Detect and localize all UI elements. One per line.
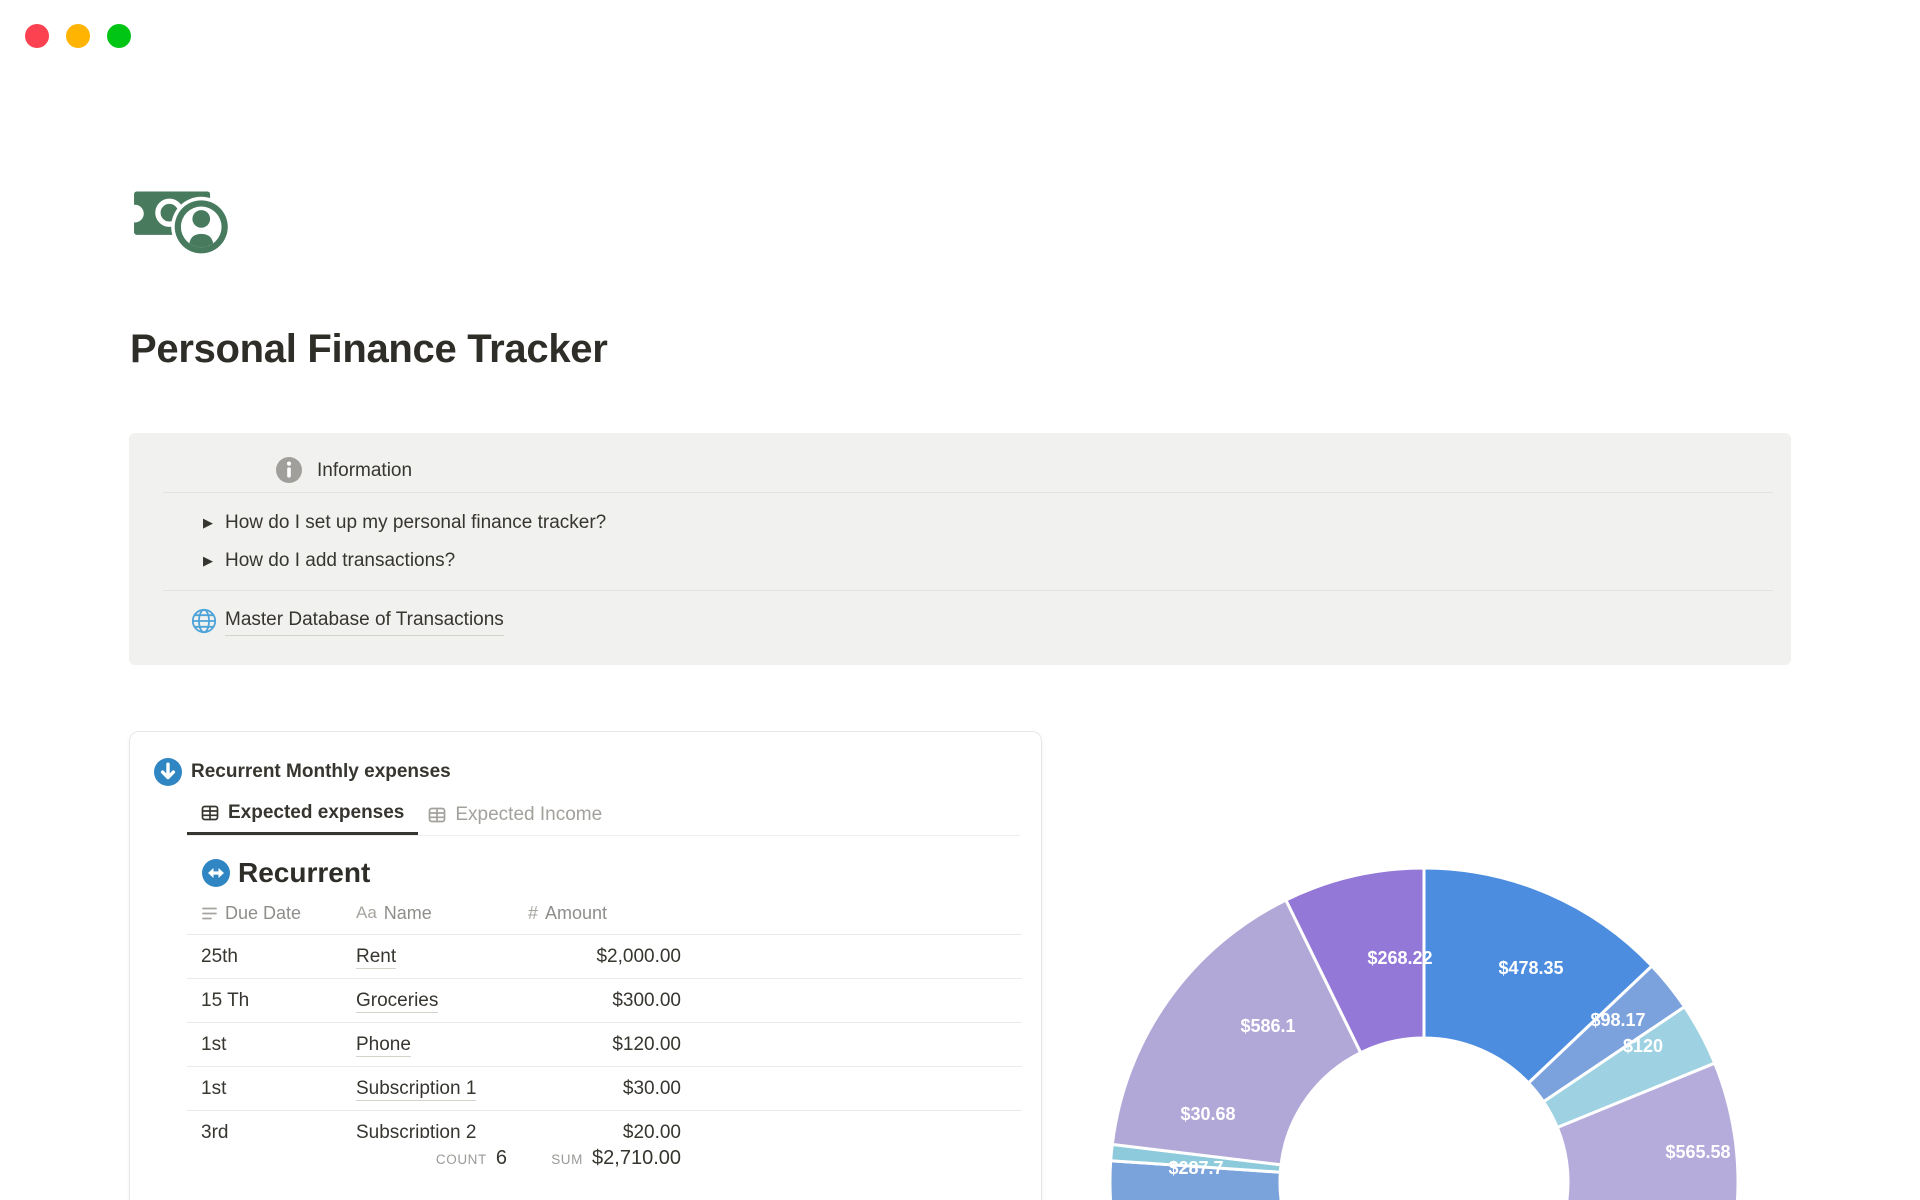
section-title: Recurrent <box>238 857 371 888</box>
sum-aggregate[interactable]: SUM $2,710.00 <box>187 1147 681 1170</box>
cell-due-date[interactable]: 25th <box>201 945 238 967</box>
donut-slice[interactable] <box>1545 1061 1740 1200</box>
donut-slice-value-label: $268.22 <box>1367 948 1432 968</box>
cell-name[interactable]: Rent <box>356 945 397 969</box>
cell-due-date[interactable]: 1st <box>201 1077 227 1099</box>
cell-amount[interactable]: $120.00 <box>612 1033 681 1055</box>
cell-amount[interactable]: $30.00 <box>622 1077 681 1099</box>
cell-due-date[interactable]: 3rd <box>201 1121 229 1139</box>
page-title: Personal Finance Tracker <box>130 327 608 371</box>
toggle-arrow-icon[interactable]: ▶ <box>203 515 213 530</box>
toggle-label[interactable]: How do I add transactions? <box>225 550 456 571</box>
recurrent-expenses-card: Recurrent Monthly expenses Expected expe… <box>129 731 1042 1200</box>
fullscreen-button[interactable] <box>107 24 131 48</box>
view-tabs: Expected expenses Expected Income <box>187 794 616 835</box>
toggle-setup-question[interactable]: ▶ How do I set up my personal finance tr… <box>129 509 1791 537</box>
column-label: Due Date <box>225 902 302 923</box>
window-controls <box>25 24 131 48</box>
divider <box>163 492 1773 493</box>
cell-amount[interactable]: $2,000.00 <box>596 945 681 967</box>
tab-expected-income[interactable]: Expected Income <box>428 794 616 835</box>
expenses-table: Due Date Aa Name # Amount 25th Rent $2,000… <box>187 892 1022 1180</box>
sum-value: $2,710.00 <box>592 1147 681 1169</box>
cell-name[interactable]: Subscription 2 <box>356 1121 528 1138</box>
cell-due-date[interactable]: 15 Th <box>201 989 250 1011</box>
column-header-amount[interactable]: # Amount <box>528 903 681 924</box>
count-label: COUNT <box>435 1152 487 1167</box>
divider <box>163 590 1773 591</box>
callout-title: Information <box>317 460 413 481</box>
tab-expected-expenses[interactable]: Expected expenses <box>187 794 419 835</box>
table-header: Due Date Aa Name # Amount <box>187 892 1022 935</box>
donut-slice[interactable] <box>1422 866 1654 1085</box>
column-header-due-date[interactable]: Due Date <box>201 903 356 924</box>
expenses-donut-chart: $478.35 $98.17 $120 $565.58 $287.7 $30.68 $586… <box>1070 845 1830 1200</box>
arrow-down-circle-icon <box>154 758 182 786</box>
donut-slice-value-label: $98.17 <box>1590 1010 1645 1030</box>
cell-amount[interactable]: $300.00 <box>612 989 681 1011</box>
number-property-icon: # <box>528 902 539 923</box>
title-property-icon: Aa <box>356 903 377 922</box>
globe-icon <box>191 608 217 634</box>
cell-name[interactable]: Subscription 1 <box>356 1077 477 1101</box>
text-property-icon <box>202 907 217 919</box>
donut-slice-value-label: $565.58 <box>1665 1142 1730 1162</box>
table-body: 25th Rent $2,000.00 15 Th Groceries $300.00 1s… <box>187 935 1022 1138</box>
master-database-link-label[interactable]: Master Database of Transactions <box>225 605 504 636</box>
toggle-arrow-icon[interactable]: ▶ <box>203 553 213 568</box>
page-icon[interactable] <box>126 180 240 269</box>
table-footer: COUNT 6 SUM $2,710.00 <box>187 1138 1022 1180</box>
tab-label[interactable]: Expected Income <box>455 803 603 825</box>
table-row[interactable]: 15 Th Groceries $300.00 <box>187 979 1022 1023</box>
count-aggregate[interactable]: COUNT 6 <box>187 1147 507 1170</box>
information-callout: Information ▶ How do I set up my persona… <box>129 433 1791 665</box>
donut-slice[interactable] <box>1284 866 1426 1055</box>
column-label: Amount <box>545 902 608 923</box>
donut-slice[interactable] <box>1110 898 1363 1167</box>
left-right-arrows-circle-icon <box>202 859 230 887</box>
donut-slice-value-label: $30.68 <box>1180 1104 1235 1124</box>
table-row[interactable]: 3rd Subscription 2 $20.00 <box>187 1111 1022 1138</box>
clipped-table-row-container: 3rd Subscription 2 $20.00 <box>187 1111 1022 1138</box>
table-view-icon <box>201 805 219 821</box>
table-row[interactable]: 1st Subscription 1 $30.00 <box>187 1067 1022 1111</box>
card-title: Recurrent Monthly expenses <box>191 761 451 782</box>
minimize-button[interactable] <box>66 24 90 48</box>
cell-name[interactable]: Groceries <box>356 989 439 1013</box>
banknote-coin-icon <box>126 191 232 257</box>
donut-slice-value-label: $586.1 <box>1240 1016 1295 1036</box>
donut-slice-value-label: $478.35 <box>1498 958 1563 978</box>
donut-slice-value-label: $287.7 <box>1168 1158 1223 1178</box>
cell-due-date[interactable]: 1st <box>201 1033 227 1055</box>
tabs-baseline <box>187 835 1020 836</box>
info-icon <box>276 457 302 483</box>
cell-name[interactable]: Phone <box>356 1033 411 1057</box>
toggle-add-transactions-question[interactable]: ▶ How do I add transactions? <box>129 547 1791 575</box>
donut-slice-value-label: $120 <box>1623 1036 1663 1056</box>
table-row[interactable]: 25th Rent $2,000.00 <box>187 935 1022 979</box>
toggle-label[interactable]: How do I set up my personal finance trac… <box>225 512 607 533</box>
cell-amount[interactable]: $20.00 <box>622 1121 681 1139</box>
sum-label: SUM <box>551 1152 584 1167</box>
table-row[interactable]: 1st Phone $120.00 <box>187 1023 1022 1067</box>
count-value: 6 <box>495 1147 507 1169</box>
column-label: Name <box>383 902 432 923</box>
table-view-icon <box>429 807 446 822</box>
master-database-link[interactable]: Master Database of Transactions <box>129 605 1791 637</box>
close-button[interactable] <box>25 24 49 48</box>
tab-label[interactable]: Expected expenses <box>228 802 405 823</box>
column-header-name[interactable]: Aa Name <box>356 903 528 924</box>
